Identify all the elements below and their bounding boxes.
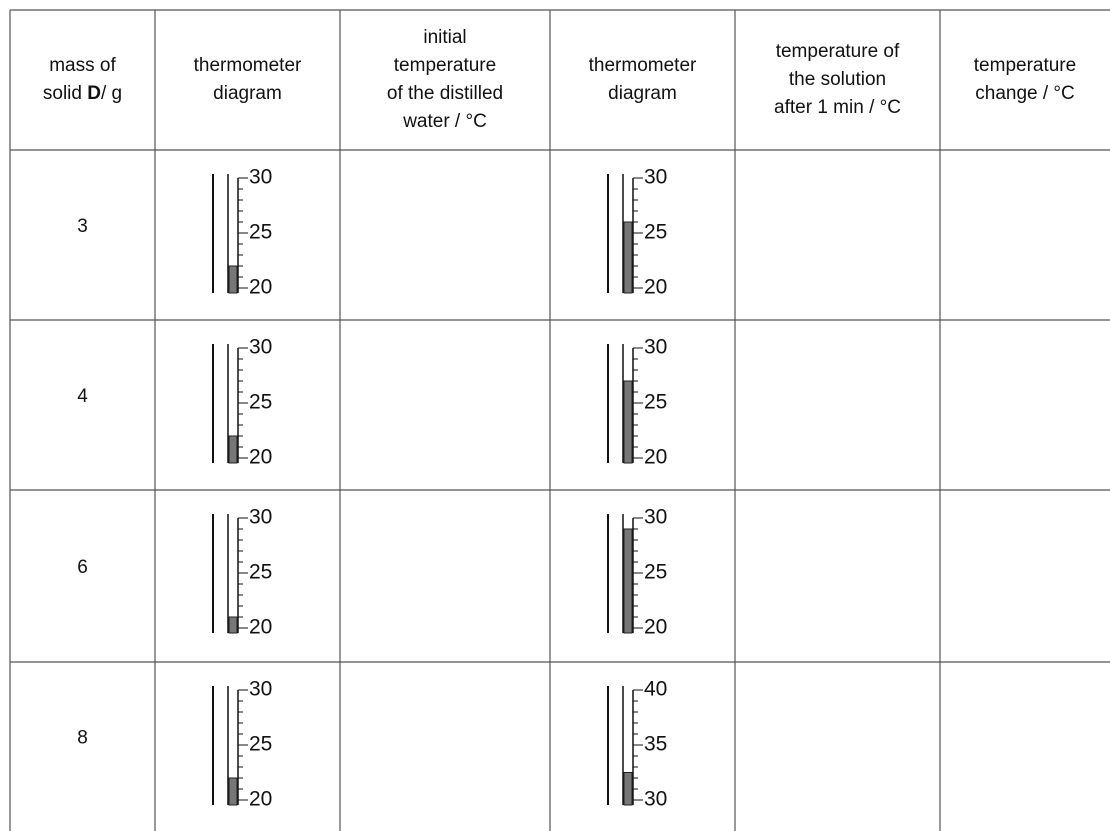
header-text: thermometer bbox=[194, 55, 302, 76]
scale-label: 20 bbox=[249, 616, 272, 639]
mass-value: 6 bbox=[77, 557, 88, 578]
header-text: initial bbox=[423, 27, 466, 48]
header-text: after 1 min / °C bbox=[774, 97, 901, 118]
scale-label: 20 bbox=[249, 276, 272, 299]
header-text: water / °C bbox=[402, 111, 487, 132]
scale-label: 25 bbox=[644, 561, 667, 584]
scale-label: 25 bbox=[644, 221, 667, 244]
scale-label: 40 bbox=[644, 678, 667, 701]
header-text: temperature of bbox=[776, 41, 900, 62]
thermometer-fill bbox=[228, 616, 238, 634]
thermometer-fill bbox=[623, 772, 633, 806]
scale-label: 30 bbox=[644, 788, 667, 811]
header-text: thermometer bbox=[589, 55, 697, 76]
header-text: temperature bbox=[974, 55, 1076, 76]
thermometer-fill bbox=[623, 380, 633, 464]
header-text: of the distilled bbox=[387, 83, 503, 104]
header-text: temperature bbox=[394, 55, 496, 76]
thermometer-fill bbox=[228, 265, 238, 294]
header-text-bold: D bbox=[87, 83, 101, 104]
mass-value: 3 bbox=[77, 216, 88, 237]
scale-label: 30 bbox=[249, 678, 272, 701]
header-text: diagram bbox=[608, 83, 677, 104]
header-text: solid D/ g bbox=[43, 83, 122, 104]
scale-label: 20 bbox=[249, 446, 272, 469]
scale-label: 30 bbox=[249, 336, 272, 359]
header-text-part: solid bbox=[43, 83, 87, 104]
scale-label: 25 bbox=[644, 391, 667, 414]
header-text: mass of bbox=[49, 55, 116, 76]
scale-label: 30 bbox=[644, 336, 667, 359]
header-text: diagram bbox=[213, 83, 282, 104]
header-text: change / °C bbox=[975, 83, 1075, 104]
scale-label: 30 bbox=[644, 506, 667, 529]
scale-label: 30 bbox=[644, 166, 667, 189]
scale-label: 35 bbox=[644, 733, 667, 756]
scale-label: 20 bbox=[644, 446, 667, 469]
thermometer-fill bbox=[228, 777, 238, 806]
mass-value: 4 bbox=[77, 386, 88, 407]
scale-label: 20 bbox=[644, 276, 667, 299]
mass-value: 8 bbox=[77, 728, 88, 749]
scale-label: 20 bbox=[644, 616, 667, 639]
scale-label: 25 bbox=[249, 391, 272, 414]
scale-label: 25 bbox=[249, 733, 272, 756]
thermometer-fill bbox=[623, 221, 633, 294]
thermometer-fill bbox=[623, 528, 633, 634]
scale-label: 30 bbox=[249, 166, 272, 189]
header-text: the solution bbox=[789, 69, 886, 90]
scale-label: 20 bbox=[249, 788, 272, 811]
scale-label: 30 bbox=[249, 506, 272, 529]
thermometer-fill bbox=[228, 435, 238, 464]
scale-label: 25 bbox=[249, 561, 272, 584]
scale-label: 25 bbox=[249, 221, 272, 244]
header-text-part: / g bbox=[101, 83, 122, 104]
